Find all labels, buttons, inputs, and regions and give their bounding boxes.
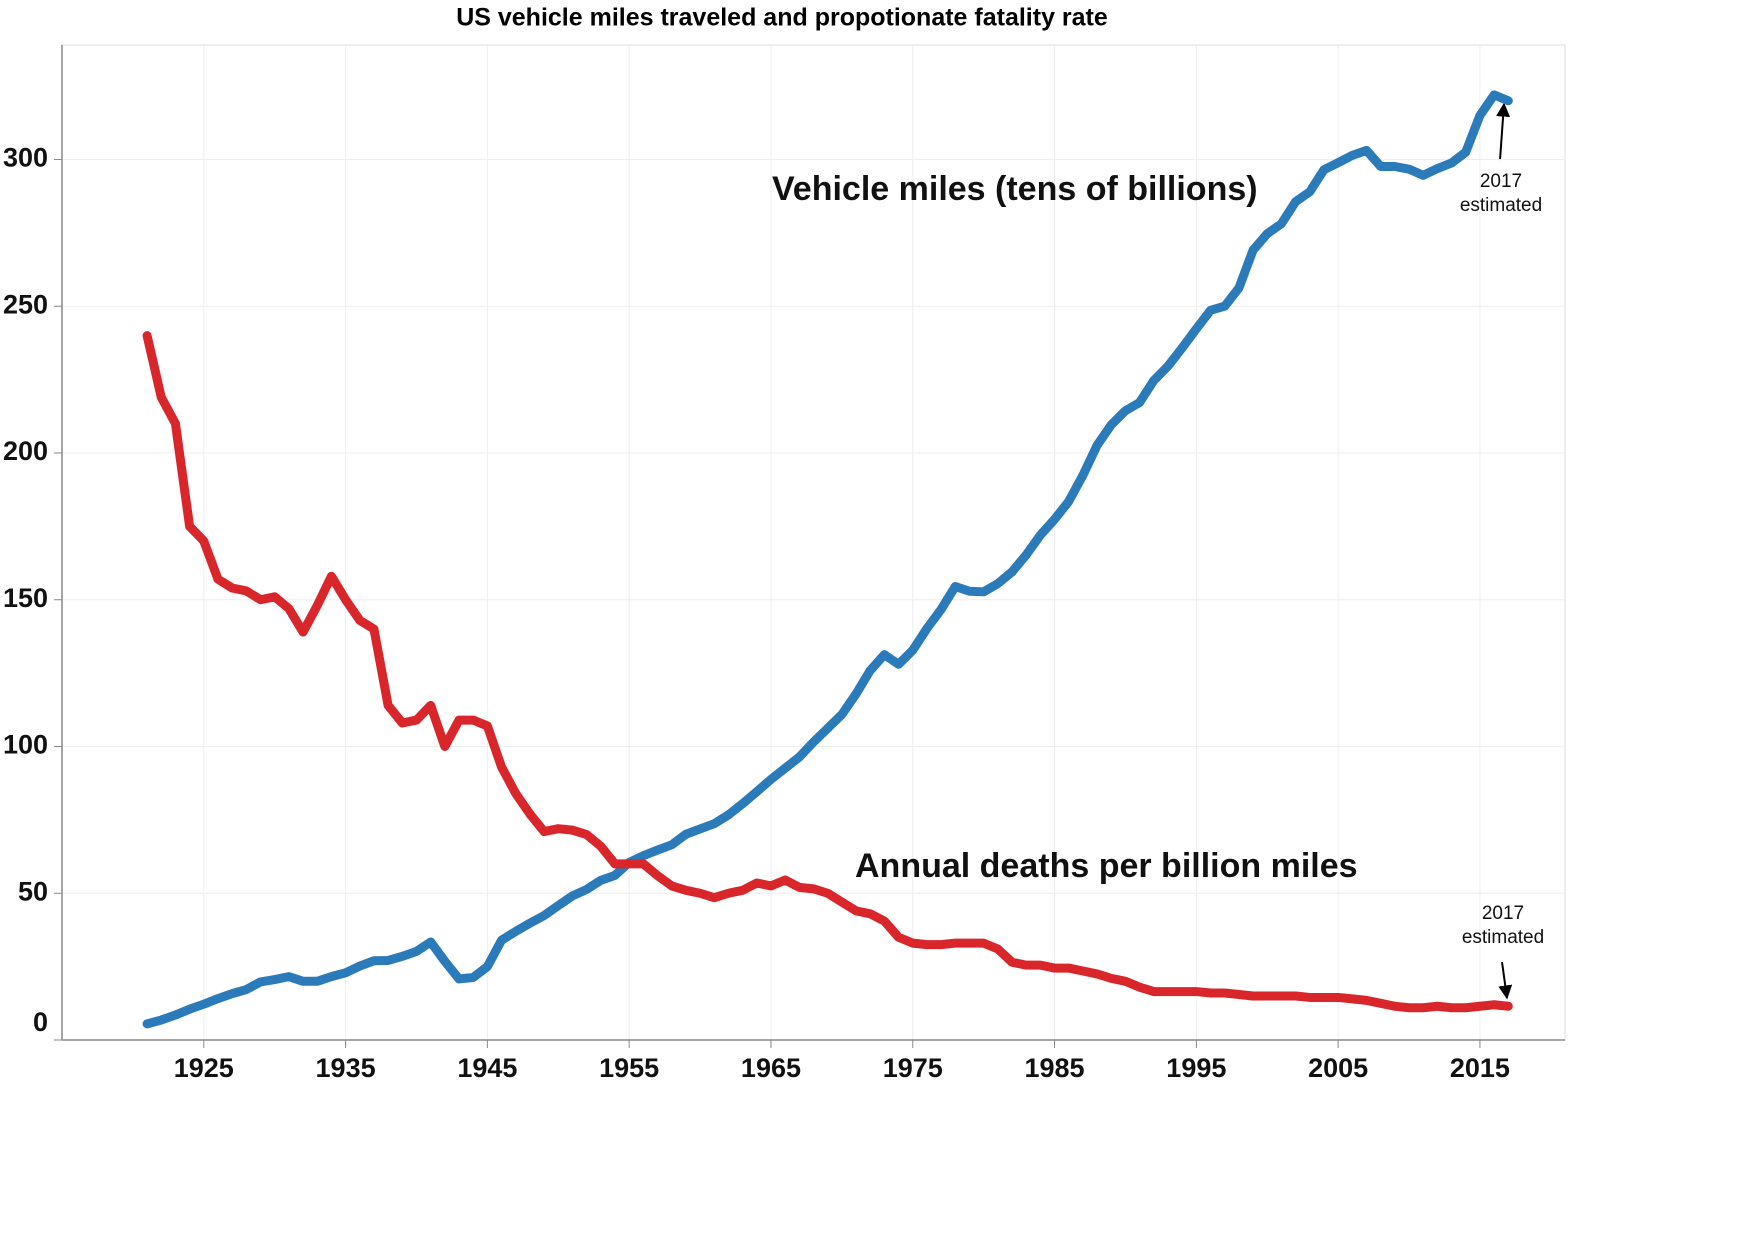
annotation: 2017 estimated (1459, 171, 1543, 216)
x-tick-label: 2005 (1308, 1053, 1368, 1083)
x-tick-label: 1965 (741, 1053, 801, 1083)
x-tick-label: 2015 (1450, 1053, 1510, 1083)
y-tick-label: 300 (3, 143, 48, 173)
x-tick-label: 1985 (1025, 1053, 1085, 1083)
annotation: Annual deaths per billion miles (855, 847, 1358, 885)
y-tick-label: 50 (18, 876, 48, 906)
series-line (142, 90, 1513, 1029)
y-tick-label: 100 (3, 730, 48, 760)
series-line (142, 331, 1513, 1013)
x-tick-label: 1935 (316, 1053, 376, 1083)
x-tick-label: 1955 (599, 1053, 659, 1083)
arrow (1496, 102, 1511, 161)
x-tick-label: 1995 (1166, 1053, 1226, 1083)
chart-title: US vehicle miles traveled and propotiona… (456, 4, 1108, 32)
y-tick-label: 150 (3, 583, 48, 613)
x-tick-label: 1975 (883, 1053, 943, 1083)
x-tick-label: 1945 (457, 1053, 517, 1083)
y-tick-label: 0 (33, 1007, 48, 1037)
y-tick-label: 250 (3, 289, 48, 319)
y-tick-label: 200 (3, 436, 48, 466)
annotation: 2017 estimated (1461, 903, 1545, 948)
arrow (1498, 961, 1513, 1000)
annotation: Vehicle miles (tens of billions) (772, 170, 1258, 208)
x-tick-label: 1925 (174, 1053, 234, 1083)
